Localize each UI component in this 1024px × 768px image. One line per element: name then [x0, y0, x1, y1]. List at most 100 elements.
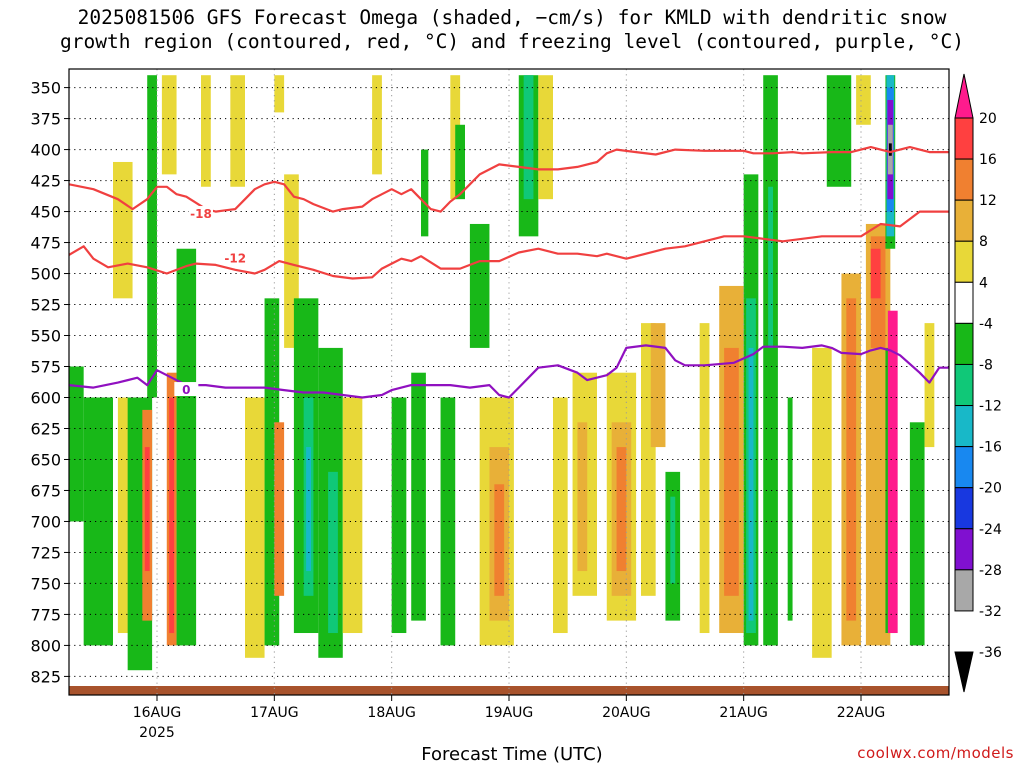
omega-cell-72	[888, 143, 892, 156]
xtick-sublabel-16AUG: 2025	[139, 725, 175, 741]
xtick-label-17AUG: 17AUG	[250, 705, 299, 721]
omega-shading	[69, 75, 935, 671]
omega-cell-35	[494, 484, 505, 596]
ytick-label-725: 725	[30, 543, 61, 562]
x-axis-time: 16AUG 2025 17AUG 18AUG 19AUG 20AUG 21AUG 22AUG	[133, 695, 886, 741]
omega-cell-10	[169, 397, 175, 634]
contour-label-0: -18	[190, 207, 212, 221]
contour-line-0	[69, 146, 949, 213]
contour-label-2: 0	[182, 383, 190, 397]
omega-cell-2	[113, 161, 133, 299]
colorbar-label-13: -36	[979, 645, 1002, 661]
ytick-label-600: 600	[30, 388, 61, 407]
omega-cell-13	[230, 75, 245, 187]
colorbar-label-10: -24	[979, 522, 1002, 538]
ytick-label-675: 675	[30, 481, 61, 500]
omega-cell-5	[147, 75, 157, 398]
colorbar-seg-5	[954, 281, 974, 324]
contour-label-bg-0	[189, 206, 213, 221]
ytick-label-550: 550	[30, 327, 61, 346]
colorbar-label-3: 8	[979, 234, 988, 250]
xtick-label-18AUG: 18AUG	[367, 705, 416, 721]
colorbar-seg-1	[954, 117, 974, 160]
omega-cell-12	[201, 75, 211, 187]
colorbar-label-8: -16	[979, 440, 1002, 456]
terrain-ground	[69, 686, 949, 695]
omega-cell-74	[909, 422, 925, 646]
xtick-label-22AUG: 22AUG	[837, 705, 886, 721]
omega-cell-7	[144, 447, 150, 572]
omega-cell-31	[455, 124, 465, 200]
omega-cell-8	[161, 75, 177, 175]
omega-cell-58	[812, 347, 832, 658]
colorbar-seg-8	[954, 405, 974, 448]
colorbar-seg-2	[954, 158, 974, 201]
xtick-label-20AUG: 20AUG	[602, 705, 651, 721]
ytick-label-800: 800	[30, 636, 61, 655]
contour-label-1: -12	[224, 252, 246, 266]
omega-cell-51	[724, 347, 739, 596]
omega-cell-27	[411, 372, 426, 621]
contour-label-bg-2	[174, 382, 199, 397]
omega-cell-55	[763, 75, 778, 646]
omega-cell-54	[748, 347, 754, 621]
colorbar-seg-4	[954, 240, 974, 283]
ytick-label-750: 750	[30, 574, 61, 593]
omega-cell-49	[699, 323, 710, 634]
colorbar-seg-12	[954, 569, 974, 612]
colorbar-label-1: 16	[979, 152, 997, 168]
omega-cell-1	[83, 397, 113, 646]
ytick-label-575: 575	[30, 358, 61, 377]
x-axis-label: Forecast Time (UTC)	[421, 744, 603, 765]
omega-cell-62	[856, 75, 871, 125]
omega-cell-57	[787, 397, 793, 621]
omega-cell-75	[924, 323, 935, 448]
colorbar-bottom-arrow	[954, 651, 974, 693]
ytick-label-350: 350	[30, 79, 61, 98]
credit-link[interactable]: coolwx.com/models	[857, 744, 1014, 762]
colorbar: 20 16 12 8 4 -4 -8 -12 -16 -20 -24 -28 -32 -36	[954, 73, 1002, 693]
omega-cell-28	[421, 149, 429, 237]
omega-cell-73	[887, 310, 898, 634]
omega-cell-44	[616, 447, 627, 572]
contour-line-1	[69, 210, 949, 280]
ytick-label-775: 775	[30, 605, 61, 624]
title-line-1: 2025081506 GFS Forecast Omega (shaded, −…	[77, 6, 947, 29]
omega-cell-38	[538, 75, 553, 200]
gridlines	[69, 69, 949, 695]
omega-cell-29	[440, 397, 456, 646]
colorbar-label-12: -32	[979, 604, 1002, 620]
colorbar-top-arrow	[954, 73, 974, 119]
chart-title: 2025081506 GFS Forecast Omega (shaded, −…	[0, 6, 1024, 54]
omega-cell-59	[826, 75, 852, 187]
ytick-label-650: 650	[30, 450, 61, 469]
colorbar-label-2: 12	[979, 193, 997, 209]
xtick-label-16AUG: 16AUG	[133, 705, 182, 721]
omega-cell-32	[469, 223, 490, 348]
colorbar-seg-11	[954, 528, 974, 571]
omega-cell-16	[274, 75, 285, 113]
ytick-label-450: 450	[30, 203, 61, 222]
colorbar-label-4: 4	[979, 275, 988, 291]
omega-cell-61	[846, 298, 857, 621]
omega-cell-21	[306, 447, 311, 572]
title-line-2: growth region (contoured, red, °C) and f…	[60, 30, 964, 53]
xtick-label-19AUG: 19AUG	[485, 705, 534, 721]
ytick-label-500: 500	[30, 265, 61, 284]
colorbar-label-11: -28	[979, 563, 1002, 579]
ytick-label-525: 525	[30, 296, 61, 315]
colorbar-label-6: -8	[979, 357, 993, 373]
colorbar-seg-6	[954, 322, 974, 365]
omega-cell-0	[69, 366, 84, 522]
y-axis-pressure: 350 375 400 425 450 475 500 525 550 575 600 625 650 6…	[30, 79, 69, 686]
ytick-label-375: 375	[30, 110, 61, 129]
ytick-label-700: 700	[30, 512, 61, 531]
colorbar-label-7: -12	[979, 399, 1002, 415]
colorbar-seg-3	[954, 199, 974, 242]
omega-cell-25	[372, 75, 382, 175]
omega-cell-37	[523, 75, 534, 200]
colorbar-label-5: -4	[979, 316, 993, 332]
colorbar-seg-9	[954, 446, 974, 489]
contour-line-2	[69, 344, 949, 399]
